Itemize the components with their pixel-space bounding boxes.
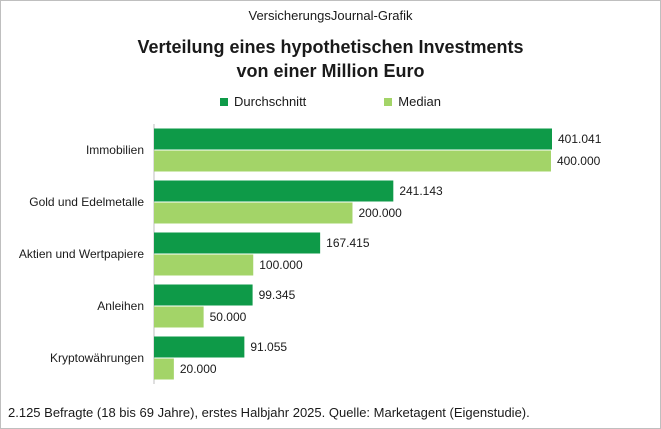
- source-header: VersicherungsJournal-Grafik: [248, 8, 413, 23]
- category-label-aktien-und-wertpapiere: Aktien und Wertpapiere: [19, 247, 145, 261]
- legend-item-median: Median: [384, 94, 441, 109]
- bar-durchschnitt-immobilien: [154, 128, 552, 150]
- data-label-median-anleihen: 50.000: [210, 310, 247, 324]
- legend-label-median: Median: [398, 94, 441, 109]
- data-label-durchschnitt-aktien-und-wertpapiere: 167.415: [326, 236, 370, 250]
- data-label-median-aktien-und-wertpapiere: 100.000: [259, 258, 303, 272]
- bar-durchschnitt-kryptowaehrungen: [154, 336, 245, 358]
- chart-title: Verteilung eines hypothetischen Investme…: [0, 35, 661, 83]
- legend-swatch-median: [384, 97, 393, 106]
- bar-median-anleihen: [154, 306, 204, 328]
- bar-median-kryptowaehrungen: [154, 358, 174, 380]
- legend: Durchschnitt Median: [0, 94, 661, 109]
- data-label-median-immobilien: 400.000: [557, 154, 601, 168]
- data-label-durchschnitt-immobilien: 401.041: [558, 132, 602, 146]
- data-label-durchschnitt-gold-und-edelmetalle: 241.143: [399, 184, 443, 198]
- bar-median-immobilien: [154, 150, 551, 172]
- bar-durchschnitt-gold-und-edelmetalle: [154, 180, 394, 202]
- bar-median-gold-und-edelmetalle: [154, 202, 353, 224]
- category-label-anleihen: Anleihen: [97, 299, 144, 313]
- category-label-kryptowaehrungen: Kryptowährungen: [50, 351, 144, 365]
- bar-median-aktien-und-wertpapiere: [154, 254, 254, 276]
- category-label-immobilien: Immobilien: [86, 143, 144, 157]
- chart-title-line1: Verteilung eines hypothetischen Investme…: [137, 37, 524, 57]
- legend-swatch-durchschnitt: [220, 97, 229, 106]
- legend-label-durchschnitt: Durchschnitt: [234, 94, 307, 109]
- footnote: 2.125 Befragte (18 bis 69 Jahre), erstes…: [8, 405, 530, 420]
- data-label-durchschnitt-anleihen: 99.345: [259, 288, 296, 302]
- legend-item-durchschnitt: Durchschnitt: [220, 94, 306, 109]
- data-label-durchschnitt-kryptowaehrungen: 91.055: [250, 340, 287, 354]
- data-label-median-kryptowaehrungen: 20.000: [180, 362, 217, 376]
- chart-title-line2: von einer Million Euro: [236, 61, 425, 81]
- category-label-gold-und-edelmetalle: Gold und Edelmetalle: [29, 195, 144, 209]
- bar-durchschnitt-anleihen: [154, 284, 253, 306]
- bar-durchschnitt-aktien-und-wertpapiere: [154, 232, 321, 254]
- data-label-median-gold-und-edelmetalle: 200.000: [358, 206, 402, 220]
